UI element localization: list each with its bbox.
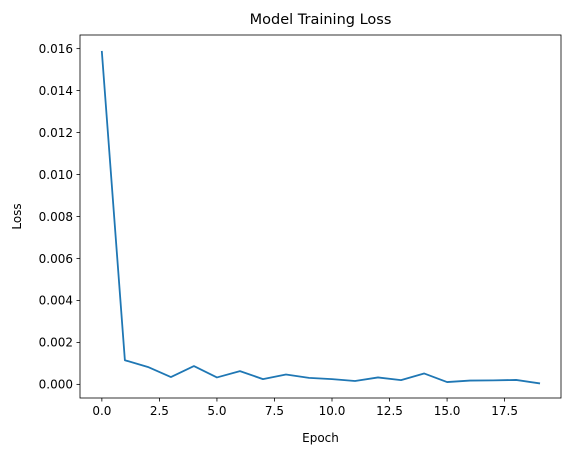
- plot-area: [100, 50, 541, 385]
- y-axis-title: Loss: [10, 203, 24, 229]
- x-axis-title: Epoch: [302, 431, 339, 445]
- x-tick-label: 12.5: [376, 404, 403, 418]
- chart-title: Model Training Loss: [250, 12, 392, 28]
- y-tick-label: 0.014: [39, 84, 73, 98]
- x-tick-label: 2.5: [150, 404, 169, 418]
- x-tick-label: 10.0: [319, 404, 346, 418]
- y-axis: 0.000 0.002 0.004 0.006 0.008 0.010 0.012 0.014…: [39, 42, 80, 392]
- y-tick-label: 0.010: [39, 168, 73, 182]
- x-tick-label: 17.5: [491, 404, 518, 418]
- x-tick-label: 7.5: [265, 404, 284, 418]
- loss-series-line: [100, 50, 541, 385]
- x-tick-label: 0.0: [92, 404, 111, 418]
- x-axis: 0.0 2.5 5.0 7.5 10.0 12.5 15.0 17.5: [92, 398, 518, 418]
- y-tick-label: 0.008: [39, 210, 73, 224]
- x-tick-label: 15.0: [434, 404, 461, 418]
- y-tick-label: 0.002: [39, 336, 73, 350]
- y-tick-label: 0.016: [39, 42, 73, 56]
- y-tick-label: 0.012: [39, 126, 73, 140]
- y-tick-label: 0.004: [39, 294, 73, 308]
- y-tick-label: 0.006: [39, 252, 73, 266]
- y-tick-label: 0.000: [39, 378, 73, 392]
- x-tick-label: 5.0: [207, 404, 226, 418]
